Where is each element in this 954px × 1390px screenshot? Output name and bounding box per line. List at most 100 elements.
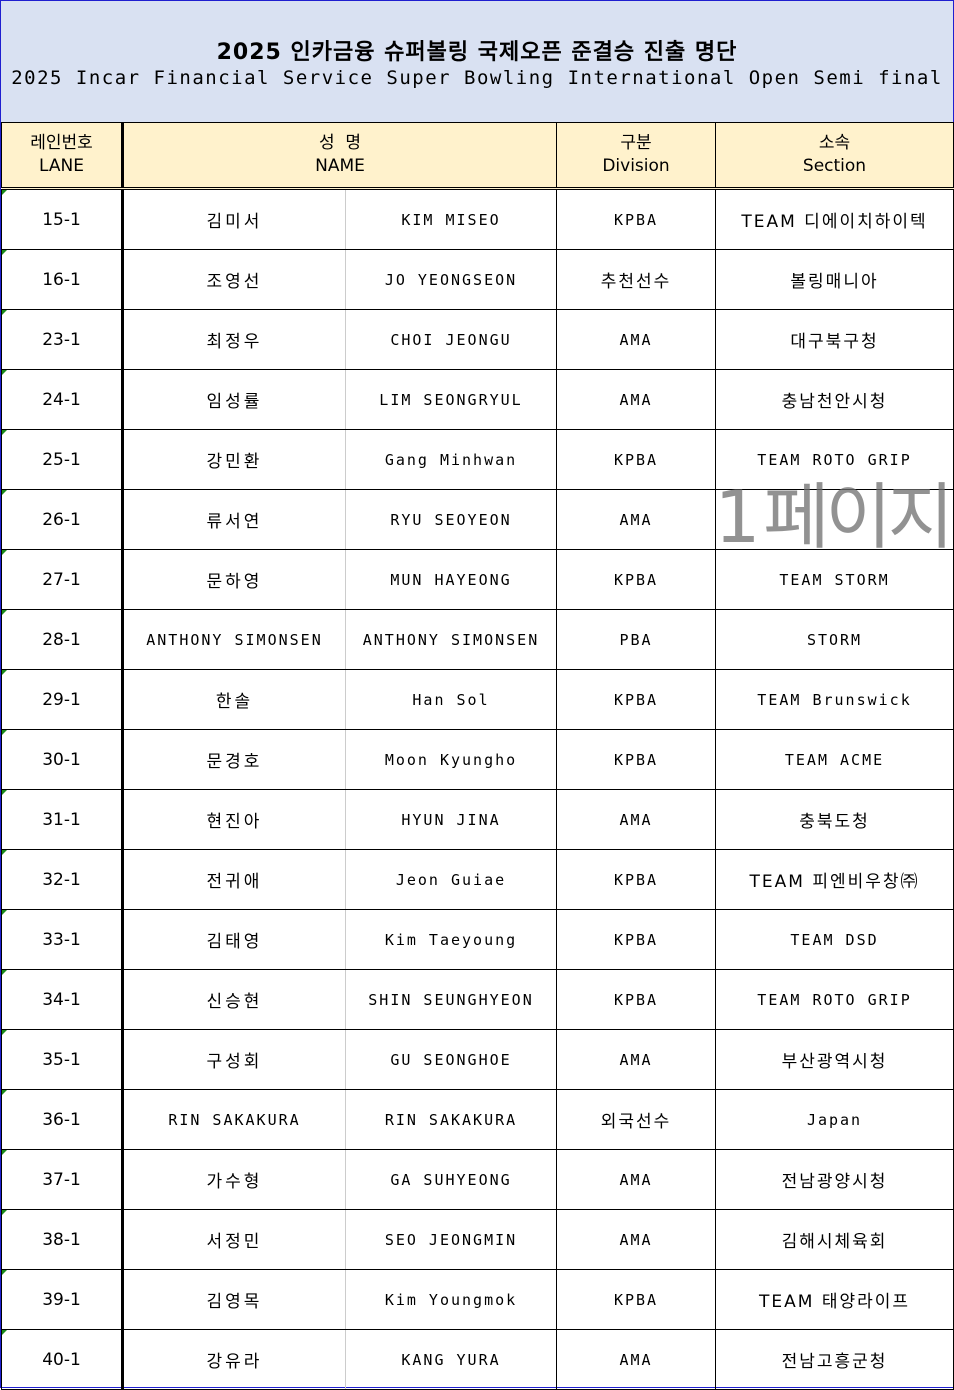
division-cell[interactable]: KPBA [556, 1269, 717, 1330]
korean-name-cell[interactable]: 강유라 [122, 1329, 346, 1390]
section-cell[interactable]: TEAM Brunswick [715, 669, 954, 730]
korean-name-cell[interactable]: 문경호 [122, 729, 346, 790]
lane-cell[interactable]: 35-1 [1, 1029, 124, 1090]
division-cell[interactable]: KPBA [556, 729, 717, 790]
division-cell[interactable]: PBA [556, 609, 717, 670]
english-name-cell[interactable]: RYU SEOYEON [344, 489, 558, 550]
korean-name-cell[interactable]: 최정우 [122, 309, 346, 370]
english-name-cell[interactable]: GU SEONGHOE [344, 1029, 558, 1090]
division-cell[interactable]: KPBA [556, 909, 717, 970]
section-cell[interactable]: 볼링매니아 [715, 249, 954, 310]
division-cell[interactable]: KPBA [556, 969, 717, 1030]
division-cell[interactable]: 외국선수 [556, 1089, 717, 1150]
section-cell[interactable]: 전남고흥군청 [715, 1329, 954, 1390]
section-cell[interactable]: TEAM 태양라이프 [715, 1269, 954, 1330]
lane-cell[interactable]: 27-1 [1, 549, 124, 610]
lane-cell[interactable]: 40-1 [1, 1329, 124, 1390]
english-name-cell[interactable]: RIN SAKAKURA [344, 1089, 558, 1150]
lane-cell[interactable]: 34-1 [1, 969, 124, 1030]
section-cell[interactable]: TEAM 디에이치하이텍 [715, 188, 954, 250]
english-name-cell[interactable]: Kim Taeyoung [344, 909, 558, 970]
section-cell[interactable]: TEAM ROTO GRIP [715, 969, 954, 1030]
english-name-cell[interactable]: MUN HAYEONG [344, 549, 558, 610]
division-cell[interactable]: KPBA [556, 188, 717, 250]
lane-cell[interactable]: 28-1 [1, 609, 124, 670]
lane-cell[interactable]: 33-1 [1, 909, 124, 970]
korean-name-cell[interactable]: 임성률 [122, 369, 346, 430]
lane-cell[interactable]: 26-1 [1, 489, 124, 550]
korean-name-cell[interactable]: ANTHONY SIMONSEN [122, 609, 346, 670]
english-name-cell[interactable]: GA SUHYEONG [344, 1149, 558, 1210]
korean-name-cell[interactable]: 조영선 [122, 249, 346, 310]
korean-name-cell[interactable]: 구성회 [122, 1029, 346, 1090]
korean-name-cell[interactable]: 류서연 [122, 489, 346, 550]
english-name-cell[interactable]: Gang Minhwan [344, 429, 558, 490]
korean-name-cell[interactable]: 현진아 [122, 789, 346, 850]
section-cell[interactable]: 부산광역시청 [715, 1029, 954, 1090]
korean-name-cell[interactable]: 전귀애 [122, 849, 346, 910]
english-name-cell[interactable]: LIM SEONGRYUL [344, 369, 558, 430]
lane-cell[interactable]: 36-1 [1, 1089, 124, 1150]
section-cell[interactable]: STORM [715, 609, 954, 670]
korean-name-cell[interactable]: 김영목 [122, 1269, 346, 1330]
english-name-cell[interactable]: KANG YURA [344, 1329, 558, 1390]
lane-cell[interactable]: 24-1 [1, 369, 124, 430]
division-cell[interactable]: AMA [556, 369, 717, 430]
division-cell[interactable]: AMA [556, 1149, 717, 1210]
section-cell[interactable]: Japan [715, 1089, 954, 1150]
section-cell[interactable]: TEAM 피엔비우창㈜ [715, 849, 954, 910]
english-name-cell[interactable]: Han Sol [344, 669, 558, 730]
lane-cell[interactable]: 23-1 [1, 309, 124, 370]
division-cell[interactable]: KPBA [556, 849, 717, 910]
english-name-cell[interactable]: Jeon Guiae [344, 849, 558, 910]
korean-name-cell[interactable]: 강민환 [122, 429, 346, 490]
lane-cell[interactable]: 16-1 [1, 249, 124, 310]
division-cell[interactable]: AMA [556, 1209, 717, 1270]
section-cell[interactable]: TEAM ROTO GRIP [715, 429, 954, 490]
korean-name-cell[interactable]: 김태영 [122, 909, 346, 970]
division-cell[interactable]: AMA [556, 1029, 717, 1090]
english-name-cell[interactable]: JO YEONGSEON [344, 249, 558, 310]
lane-cell[interactable]: 15-1 [1, 188, 124, 250]
section-cell[interactable] [715, 489, 954, 550]
section-cell[interactable]: 충남천안시청 [715, 369, 954, 430]
korean-name-cell[interactable]: RIN SAKAKURA [122, 1089, 346, 1150]
english-name-cell[interactable]: SHIN SEUNGHYEON [344, 969, 558, 1030]
section-cell[interactable]: TEAM DSD [715, 909, 954, 970]
lane-cell[interactable]: 37-1 [1, 1149, 124, 1210]
lane-cell[interactable]: 31-1 [1, 789, 124, 850]
korean-name-cell[interactable]: 가수형 [122, 1149, 346, 1210]
section-cell[interactable]: 김해시체육회 [715, 1209, 954, 1270]
korean-name-cell[interactable]: 서정민 [122, 1209, 346, 1270]
korean-name-cell[interactable]: 김미서 [122, 188, 346, 250]
lane-cell[interactable]: 29-1 [1, 669, 124, 730]
korean-name-cell[interactable]: 한솔 [122, 669, 346, 730]
english-name-cell[interactable]: Moon Kyungho [344, 729, 558, 790]
division-cell[interactable]: AMA [556, 489, 717, 550]
english-name-cell[interactable]: KIM MISEO [344, 188, 558, 250]
division-cell[interactable]: KPBA [556, 429, 717, 490]
lane-cell[interactable]: 32-1 [1, 849, 124, 910]
english-name-cell[interactable]: ANTHONY SIMONSEN [344, 609, 558, 670]
division-cell[interactable]: AMA [556, 789, 717, 850]
lane-cell[interactable]: 30-1 [1, 729, 124, 790]
korean-name-cell[interactable]: 문하영 [122, 549, 346, 610]
division-cell[interactable]: 추천선수 [556, 249, 717, 310]
english-name-cell[interactable]: Kim Youngmok [344, 1269, 558, 1330]
lane-cell[interactable]: 39-1 [1, 1269, 124, 1330]
english-name-cell[interactable]: CHOI JEONGU [344, 309, 558, 370]
section-cell[interactable]: TEAM ACME [715, 729, 954, 790]
korean-name-cell[interactable]: 신승현 [122, 969, 346, 1030]
division-cell[interactable]: KPBA [556, 669, 717, 730]
section-cell[interactable]: 전남광양시청 [715, 1149, 954, 1210]
lane-cell[interactable]: 25-1 [1, 429, 124, 490]
lane-cell[interactable]: 38-1 [1, 1209, 124, 1270]
english-name-cell[interactable]: HYUN JINA [344, 789, 558, 850]
division-cell[interactable]: AMA [556, 1329, 717, 1390]
english-name-cell[interactable]: SEO JEONGMIN [344, 1209, 558, 1270]
section-cell[interactable]: 충북도청 [715, 789, 954, 850]
section-cell[interactable]: TEAM STORM [715, 549, 954, 610]
division-cell[interactable]: AMA [556, 309, 717, 370]
division-cell[interactable]: KPBA [556, 549, 717, 610]
section-cell[interactable]: 대구북구청 [715, 309, 954, 370]
